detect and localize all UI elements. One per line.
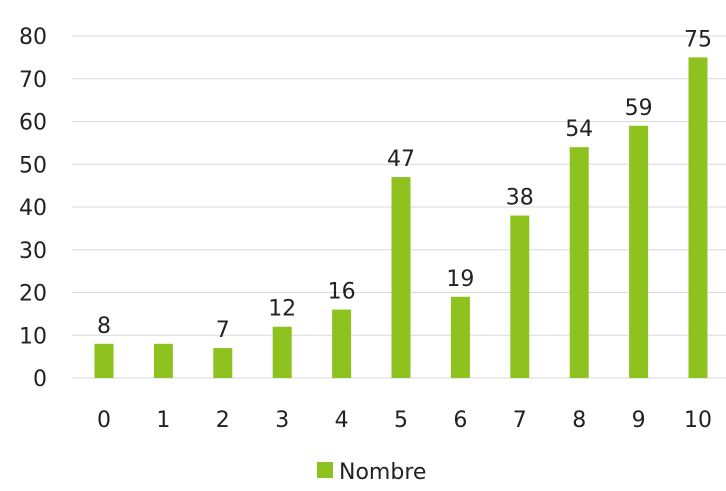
- y-tick-label: 70: [19, 68, 47, 93]
- x-tick-label-3: 3: [275, 408, 289, 433]
- bars: [94, 57, 708, 379]
- y-tick-label: 0: [33, 367, 47, 392]
- y-tick-label: 20: [19, 282, 47, 307]
- data-label-3: 12: [268, 297, 296, 322]
- data-label-9: 59: [625, 96, 653, 121]
- bar-0: [94, 343, 114, 378]
- y-tick-label: 50: [19, 153, 47, 178]
- bar-9: [629, 125, 649, 379]
- x-axis-tick-labels: 0 1 2 3 4 5 6 7 8 9 10: [97, 408, 712, 433]
- y-axis-tick-labels: 0 10 20 30 40 50 60 70 80: [19, 25, 47, 392]
- x-tick-label-10: 10: [684, 408, 712, 433]
- data-label-0: 8: [97, 314, 111, 339]
- y-tick-label: 30: [19, 239, 47, 264]
- data-label-6: 19: [446, 267, 474, 292]
- x-tick-label-0: 0: [97, 408, 111, 433]
- y-tick-label: 60: [19, 111, 47, 136]
- data-label-2: 7: [216, 318, 230, 343]
- y-tick-label: 40: [19, 196, 47, 221]
- data-labels: 8 7 12 16 47 19 38 54 59 75: [97, 27, 712, 343]
- legend-label: Nombre: [339, 460, 426, 485]
- data-label-10: 75: [684, 27, 712, 52]
- x-tick-label-6: 6: [453, 408, 467, 433]
- bar-2: [213, 348, 233, 378]
- x-tick-label-5: 5: [394, 408, 408, 433]
- x-tick-label-9: 9: [632, 408, 646, 433]
- bar-6: [450, 296, 470, 378]
- bar-3: [272, 326, 292, 378]
- data-label-4: 16: [328, 280, 356, 305]
- bar-10: [688, 57, 708, 378]
- x-tick-label-7: 7: [513, 408, 527, 433]
- data-label-7: 38: [506, 186, 534, 211]
- data-label-8: 54: [565, 117, 593, 142]
- legend-swatch: [317, 462, 333, 478]
- x-tick-label-2: 2: [216, 408, 230, 433]
- x-tick-label-1: 1: [156, 408, 170, 433]
- data-label-5: 47: [387, 147, 415, 172]
- bar-1: [153, 343, 173, 378]
- x-tick-label-8: 8: [572, 408, 586, 433]
- bar-4: [332, 309, 352, 378]
- y-tick-label: 10: [19, 324, 47, 349]
- bar-8: [569, 147, 589, 378]
- bar-7: [510, 215, 530, 378]
- y-tick-label: 80: [19, 25, 47, 50]
- legend: Nombre: [317, 460, 426, 485]
- x-tick-label-4: 4: [335, 408, 349, 433]
- bar-5: [391, 177, 411, 378]
